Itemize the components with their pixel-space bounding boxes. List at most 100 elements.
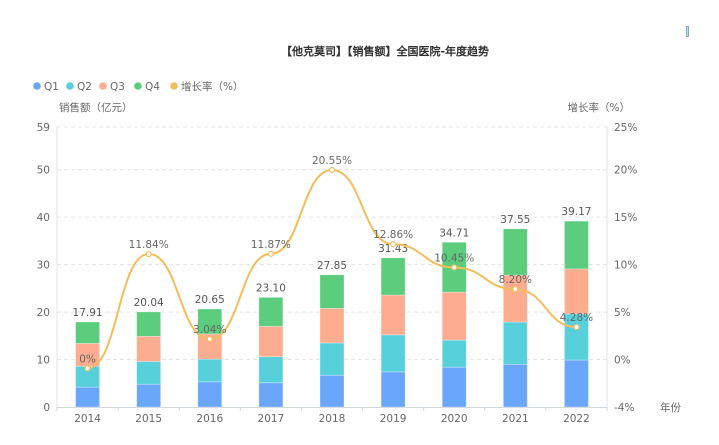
bar-stack [137, 312, 161, 407]
growth-point [452, 265, 457, 270]
bar-segment-q2 [198, 359, 222, 382]
bar-segment-q4 [320, 275, 344, 308]
growth-point [391, 242, 396, 247]
bar-segment-q1 [564, 360, 588, 407]
y2-tick-label: 0% [614, 355, 631, 367]
y-axis-ticks: 0 10 20 30 40 50 59 [37, 122, 50, 414]
x-tick-label: 2015 [135, 413, 162, 425]
growth-label: 11.87% [251, 239, 291, 251]
growth-label: 8.20% [499, 274, 532, 286]
legend-label: 增长率（%） [181, 80, 243, 93]
y2-tick-label: -4% [614, 402, 634, 414]
legend-item[interactable]: Q3 [99, 81, 125, 93]
x-axis-ticks: 2014 2015 2016 2017 2018 2019 2020 2021 2022 [74, 413, 590, 425]
bar-segment-q1 [442, 367, 466, 407]
bar-segment-q4 [259, 297, 283, 326]
x-tick-label: 2017 [258, 413, 285, 425]
bar-total-label: 20.65 [195, 294, 225, 306]
bar-total-label: 37.55 [500, 214, 530, 226]
bar-segment-q3 [381, 295, 405, 335]
y2-tick-label: 10% [614, 260, 637, 272]
bar-segment-q3 [564, 269, 588, 314]
y-tick-label: 0 [43, 402, 50, 414]
bar-stack [503, 229, 527, 407]
bar-segment-q2 [137, 361, 161, 384]
scroll-indicator[interactable] [686, 26, 689, 37]
bar-segment-q2 [259, 357, 283, 383]
growth-point [85, 366, 90, 371]
bar-segment-q2 [320, 343, 344, 375]
growth-label: 0% [79, 353, 96, 365]
x-tick-label: 2018 [319, 413, 346, 425]
growth-label: 4.28% [560, 312, 593, 324]
bar-segment-q1 [76, 387, 100, 407]
bar-total-label: 27.85 [317, 260, 347, 272]
legend-marker [66, 82, 74, 90]
y-axis-name: 销售额（亿元） [59, 101, 133, 114]
growth-point [574, 325, 579, 330]
growth-point [207, 337, 212, 342]
legend-item[interactable]: 增长率（%） [170, 80, 243, 93]
bar-segment-q4 [503, 229, 527, 275]
bar-segment-q4 [137, 312, 161, 336]
bar-segment-q4 [381, 258, 405, 295]
legend-label: Q3 [110, 81, 125, 93]
y-tick-label: 10 [37, 355, 50, 367]
bar-segment-q1 [137, 384, 161, 407]
legend-marker [134, 82, 142, 90]
legend-label: Q1 [44, 81, 59, 93]
bar-segment-q1 [503, 364, 527, 407]
x-tick-label: 2014 [74, 413, 101, 425]
bar-segment-q4 [76, 322, 100, 343]
growth-point [146, 252, 151, 257]
bar-stack [381, 258, 405, 407]
bar-segment-q3 [259, 326, 283, 356]
x-tick-label: 2022 [563, 413, 590, 425]
bar-segment-q2 [442, 340, 466, 367]
bar-stack [259, 297, 283, 407]
bar-segment-q2 [503, 322, 527, 364]
legend-marker [33, 82, 41, 90]
bar-segment-q1 [381, 372, 405, 407]
x-axis-name: 年份 [660, 401, 681, 414]
growth-label: 3.04% [193, 324, 226, 336]
bar-segment-q1 [259, 383, 283, 407]
legend-item[interactable]: Q2 [66, 81, 92, 93]
bar-stack [320, 275, 344, 407]
legend-item[interactable]: Q1 [33, 81, 59, 93]
y2-tick-label: 15% [614, 212, 637, 224]
y-tick-label: 40 [37, 212, 50, 224]
chart-title: 【他克莫司】【销售额】全国医院-年度趋势 [281, 44, 489, 58]
bar-segment-q3 [442, 292, 466, 340]
bar-total-label: 34.71 [439, 227, 469, 239]
y-tick-label: 30 [37, 260, 50, 272]
bar-total-label: 39.17 [561, 206, 591, 218]
legend-item[interactable]: Q4 [134, 81, 160, 93]
y2-tick-label: 5% [614, 307, 631, 319]
bar-segment-q4 [564, 221, 588, 269]
legend: Q1 Q2 Q3 Q4 增长率（%） [33, 80, 243, 93]
y-tick-label: 50 [37, 165, 50, 177]
growth-label: 20.55% [312, 155, 352, 167]
x-tick-label: 2020 [441, 413, 468, 425]
growth-point [268, 251, 273, 256]
bar-segment-q1 [198, 382, 222, 407]
bar-total-label: 23.10 [256, 282, 286, 294]
growth-label: 11.84% [129, 239, 169, 251]
bar-total-label: 20.04 [134, 297, 164, 309]
x-tick-label: 2019 [380, 413, 407, 425]
y2-axis-ticks: -4% 0% 5% 10% 15% 20% 25% [614, 122, 637, 414]
y2-axis-name: 增长率（%） [568, 101, 630, 114]
growth-label: 12.86% [373, 229, 413, 241]
bar-total-label: 17.91 [73, 307, 103, 319]
y-tick-label: 59 [37, 122, 50, 134]
x-tick-label: 2021 [502, 413, 529, 425]
legend-label: Q4 [145, 81, 160, 93]
bar-segment-q1 [320, 375, 344, 407]
bar-segment-q3 [137, 336, 161, 361]
bar-segment-q3 [320, 308, 344, 343]
y-tick-label: 20 [37, 307, 50, 319]
y2-tick-label: 25% [614, 122, 637, 134]
y2-tick-label: 20% [614, 165, 637, 177]
